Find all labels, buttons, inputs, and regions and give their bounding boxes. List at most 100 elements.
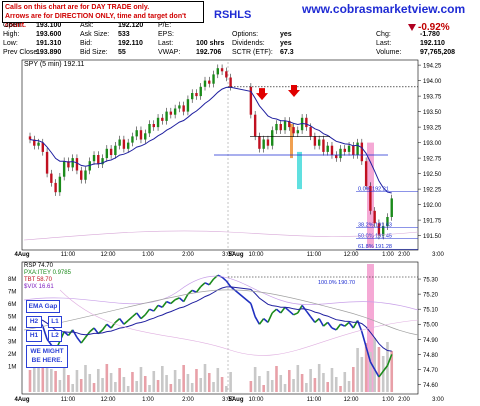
fib-label: 38.2% 191.63	[358, 223, 392, 229]
volume-bar	[156, 380, 160, 392]
rsp-price-segment	[131, 312, 138, 318]
volume-bar	[216, 368, 220, 392]
y-tick-label: 192.00	[423, 203, 442, 209]
volume-bar	[109, 373, 113, 392]
candle-body	[275, 124, 278, 131]
rsp-price-segment	[344, 321, 350, 327]
rsp-price-segment	[258, 318, 265, 325]
rsp-price-segment	[161, 301, 168, 308]
quote-value: 191.310	[36, 40, 62, 47]
rsp-price-segment	[110, 321, 117, 329]
candle-body	[322, 139, 325, 152]
volume-bar	[50, 369, 53, 392]
rsp-price-segment	[195, 286, 202, 293]
y-tick-label: 74.90	[423, 338, 439, 344]
legend-vix: $VIX 16.61	[24, 284, 54, 290]
y-tick-label: 191.75	[423, 219, 442, 225]
volume-bar	[152, 371, 156, 392]
ticker-symbol: RSHLS	[214, 9, 252, 21]
lower-panel-frame	[21, 261, 419, 395]
volume-bar	[165, 375, 168, 392]
rsp-price-segment	[178, 297, 185, 303]
candle-body	[45, 151, 49, 174]
volume-bar	[266, 371, 270, 392]
rsp-price-segment	[93, 327, 99, 335]
x-tick-label: 1:00	[382, 252, 394, 258]
volume-bar	[305, 383, 308, 392]
volume-bar	[186, 374, 190, 392]
rsp-price-segment	[293, 312, 299, 316]
rsp-price-segment	[46, 338, 52, 346]
quote-label: Last:	[376, 40, 392, 47]
volume-bar	[253, 367, 257, 392]
quote-label: High:	[3, 31, 20, 38]
volume-bar	[352, 367, 355, 392]
x-tick-label: 10:00	[248, 397, 264, 403]
candle-body	[165, 111, 168, 121]
rsp-price-segment	[373, 369, 380, 378]
candle-body	[84, 170, 87, 180]
candle-body	[317, 139, 321, 146]
we-might-note: WE MIGHT BE HERE.	[26, 345, 68, 368]
volume-bar	[330, 368, 334, 392]
candle-body	[279, 124, 282, 131]
rsp-price-segment	[127, 316, 133, 322]
volume-bar	[88, 374, 92, 392]
volume-bar	[173, 370, 177, 392]
rsp-price-segment	[263, 317, 269, 323]
volume-bar	[67, 375, 70, 392]
x-tick-label: 1:00	[142, 252, 154, 258]
candle-body	[58, 176, 62, 193]
candle-body	[216, 68, 220, 75]
candle-body	[54, 182, 57, 193]
volume-bar	[32, 356, 36, 392]
legend-rsp: RSP 74.70	[24, 263, 53, 269]
quote-label: Bid Size:	[80, 49, 108, 56]
volume-bar	[279, 375, 283, 392]
note-line-2: BE HERE.	[31, 357, 63, 364]
rsp-price-segment	[221, 276, 227, 282]
y-tick-label: 75.30	[423, 278, 439, 284]
x-tick-label: 12:00	[100, 397, 116, 403]
rsp-price-segment	[288, 310, 295, 316]
quote-label: Bid:	[80, 40, 93, 47]
volume-bar	[300, 374, 304, 392]
candle-body	[377, 223, 381, 236]
candle-body	[326, 145, 329, 152]
faint-curve	[23, 230, 419, 241]
y-tick-label: 193.75	[423, 95, 442, 101]
candle-body	[356, 142, 359, 155]
x-tick-label: 11:00	[307, 397, 322, 403]
quote-value: 97,765,208	[420, 49, 456, 56]
volume-tick-label: 3M	[8, 340, 16, 346]
candle-body	[161, 117, 164, 121]
volume-bar	[326, 382, 330, 392]
candle-body	[225, 71, 228, 78]
rsp-price-segment	[378, 370, 384, 378]
candle-body	[249, 86, 253, 115]
candle-body	[126, 142, 130, 149]
quote-value: 192.110	[118, 40, 143, 47]
x-tick-label: 11:00	[307, 252, 322, 258]
quote-label: Last:	[158, 40, 174, 47]
volume-bar	[79, 379, 83, 392]
candle-body	[41, 142, 45, 152]
rsp-price-segment	[284, 306, 290, 312]
rsp-price-segment	[280, 306, 286, 314]
volume-bar	[309, 369, 312, 392]
rsp-price-segment	[322, 321, 329, 327]
candle-body	[135, 130, 138, 137]
rsp-price-segment	[67, 329, 74, 337]
candle-body	[339, 148, 342, 159]
candle-body	[390, 198, 393, 217]
volume-bar	[105, 364, 109, 392]
x-tick-label: 11:00	[61, 397, 76, 403]
volume-bar	[148, 385, 151, 392]
x-tick-label: 2:00	[182, 252, 194, 258]
quote-label: P/E:	[158, 22, 172, 29]
x-tick-label: 5Aug	[229, 397, 244, 403]
quote-value: 100 shrs	[196, 40, 225, 47]
volume-bar	[339, 386, 342, 392]
quote-value: 193.890	[36, 49, 62, 56]
